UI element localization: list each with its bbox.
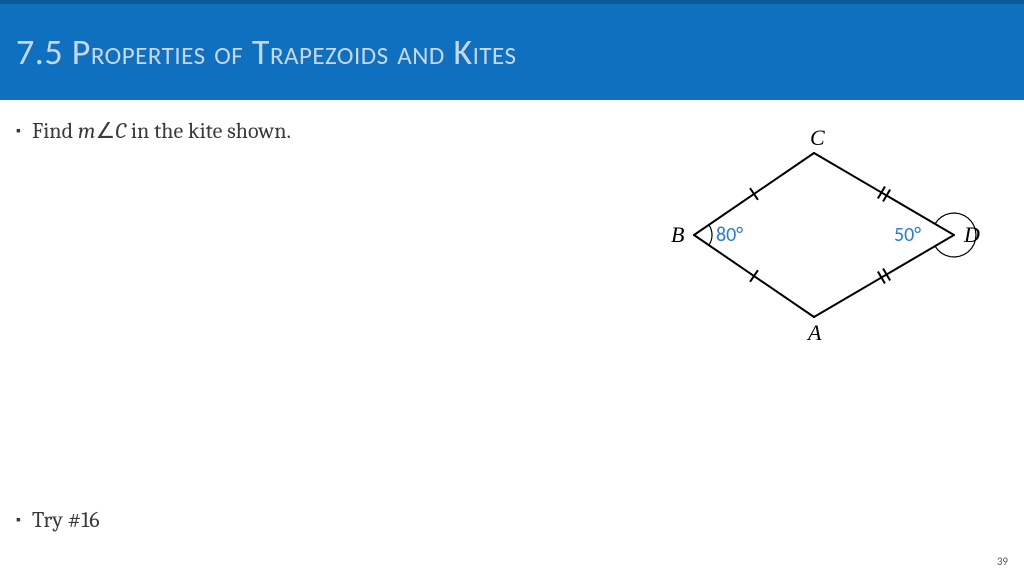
page-number: 39 [997, 555, 1008, 568]
slide-header: 7.5 Properties of Trapezoids and Kites [0, 0, 1024, 100]
angle-d-label: 50° [894, 223, 921, 247]
vertex-label-a: A [808, 320, 821, 346]
kite-figure: C B D A 80° 50° [654, 125, 984, 345]
angle-b-label: 80° [716, 223, 743, 247]
problem-text: Find m∠C in the kite shown. [32, 118, 291, 144]
slide-body: ▪ Find m∠C in the kite shown. C B D A 80… [0, 100, 1024, 576]
problem-prefix: Find [32, 118, 78, 144]
math-m: m [78, 118, 96, 144]
problem-suffix: in the kite shown. [126, 118, 291, 144]
vertex-label-b: B [671, 222, 684, 248]
bullet-icon: ▪ [16, 509, 26, 531]
try-text: Try #16 [32, 507, 100, 533]
vertex-label-c: C [810, 125, 825, 151]
slide-title: 7.5 Properties of Trapezoids and Kites [16, 30, 517, 74]
math-c: C [115, 118, 126, 144]
vertex-label-d: D [964, 222, 980, 248]
bullet-icon: ▪ [16, 120, 26, 142]
angle-symbol: ∠ [95, 118, 115, 144]
try-line: ▪ Try #16 [16, 507, 100, 534]
kite-svg [654, 125, 984, 345]
